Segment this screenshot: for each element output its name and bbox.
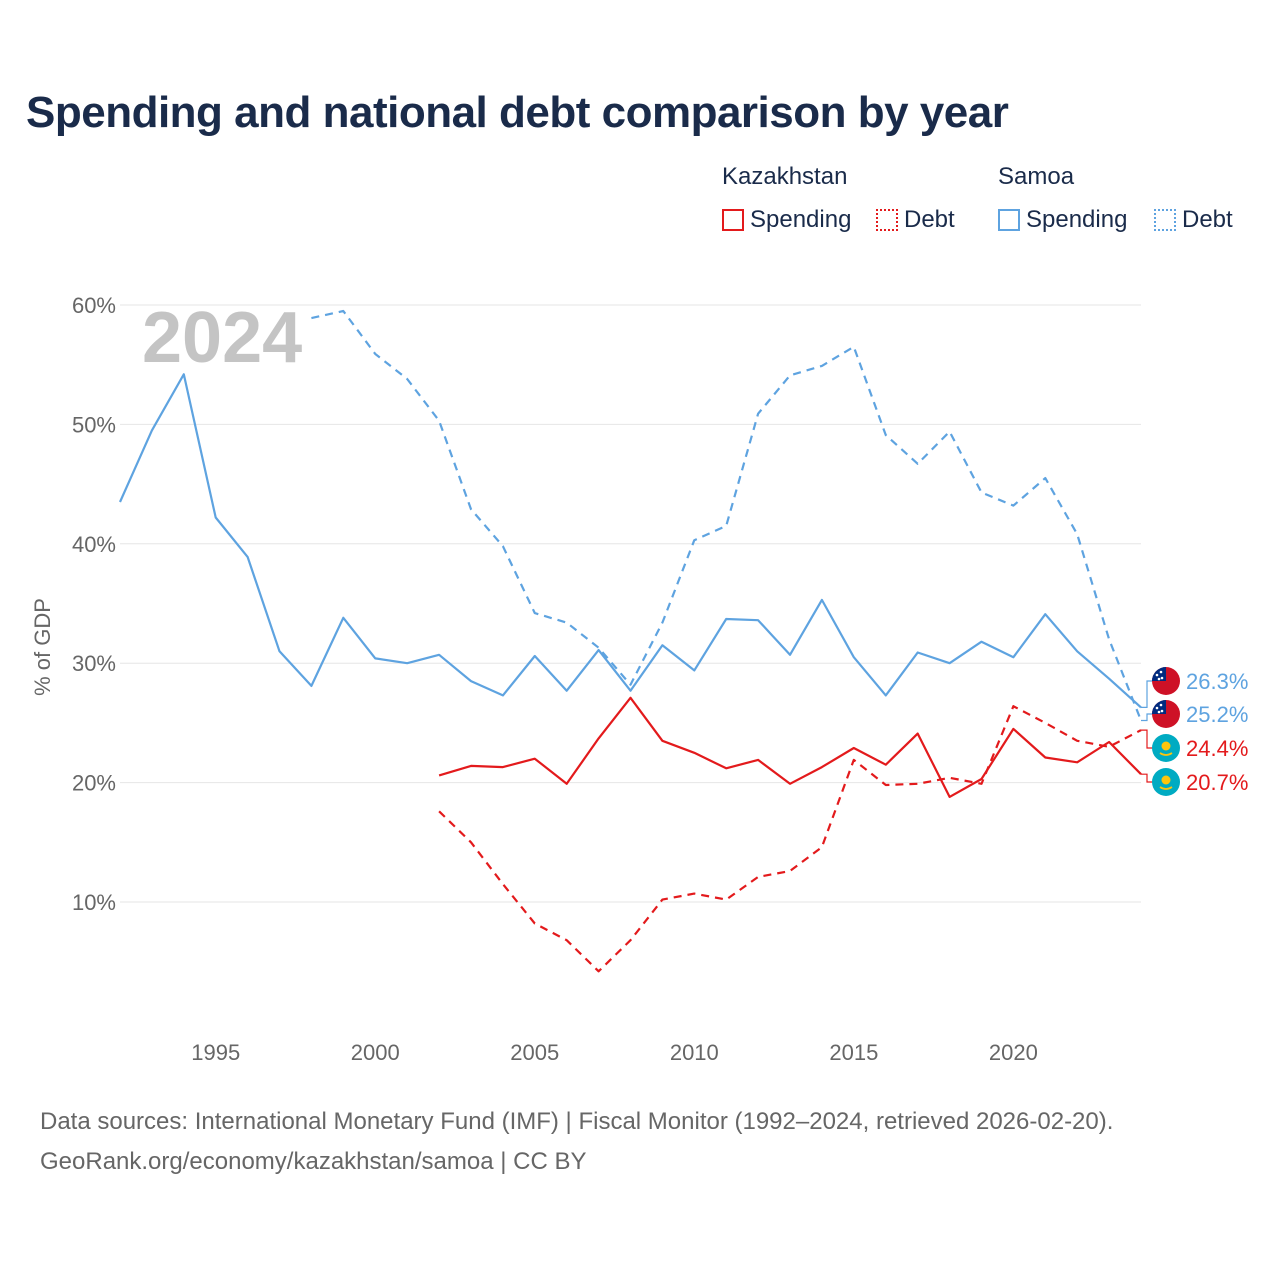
x-tick-label: 2005	[510, 1040, 559, 1065]
chart-title: Spending and national debt comparison by…	[26, 88, 1009, 137]
label-connector	[1141, 713, 1155, 722]
samoa-flag-icon	[1152, 700, 1180, 728]
legend-swatch-dotted	[1154, 209, 1176, 231]
label-connector	[1141, 729, 1155, 749]
samoa-flag-icon	[1152, 667, 1180, 695]
legend-swatch-solid	[722, 209, 744, 231]
series-line-samoa-spending[interactable]	[118, 373, 1142, 709]
end-value-label: 25.2%	[1186, 702, 1248, 727]
year-watermark: 2024	[142, 298, 302, 378]
legend-label: Debt	[904, 206, 955, 233]
end-labels: 26.3% 25.2% 24.4% 20.7%	[1141, 667, 1248, 796]
legend-group-kazakhstan: Kazakhstan	[722, 163, 848, 190]
x-tick-label: 2015	[829, 1040, 878, 1065]
legend-samoa-spending[interactable]: Spending	[998, 206, 1127, 234]
legend-label: Debt	[1182, 206, 1233, 233]
x-tick-label: 2000	[351, 1040, 400, 1065]
x-tick-label: 2020	[989, 1040, 1038, 1065]
label-connector	[1141, 773, 1155, 783]
kazakhstan-flag-icon	[1152, 768, 1180, 796]
label-connector	[1141, 680, 1155, 709]
x-tick-label: 2010	[670, 1040, 719, 1065]
end-value-label: 24.4%	[1186, 736, 1248, 761]
end-value-label: 26.3%	[1186, 669, 1248, 694]
y-tick-label: 30%	[72, 651, 116, 676]
series-line-samoa-debt[interactable]	[311, 309, 1143, 721]
legend-swatch-solid	[998, 209, 1020, 231]
legend-label: Spending	[1026, 206, 1128, 233]
series-line-kazakhstan-spending[interactable]	[438, 696, 1142, 798]
y-tick-label: 20%	[72, 771, 116, 796]
series-group	[118, 309, 1143, 973]
source-line-1: Data sources: International Monetary Fun…	[40, 1108, 1114, 1135]
y-tick-label: 60%	[72, 293, 116, 318]
y-tick-label: 10%	[72, 890, 116, 915]
legend-samoa-debt[interactable]: Debt	[1154, 206, 1233, 234]
series-line-kazakhstan-debt[interactable]	[438, 705, 1142, 973]
x-tick-label: 1995	[191, 1040, 240, 1065]
kazakhstan-flag-icon	[1152, 734, 1180, 762]
y-tick-label: 50%	[72, 412, 116, 437]
legend-label: Spending	[750, 206, 852, 233]
y-tick-label: 40%	[72, 532, 116, 557]
legend-group-samoa: Samoa	[998, 163, 1075, 190]
y-axis-label: % of GDP	[30, 598, 55, 696]
legend-kazakhstan-debt[interactable]: Debt	[876, 206, 955, 234]
end-value-label: 20.7%	[1186, 770, 1248, 795]
legend-kazakhstan-spending[interactable]: Spending	[722, 206, 851, 234]
source-line-2[interactable]: GeoRank.org/economy/kazakhstan/samoa | C…	[40, 1148, 587, 1175]
gridlines: 10% 20% 30% 40% 50% 60% 1995 2000 2005 2010 2015 20…	[72, 293, 1141, 1065]
legend-swatch-dotted	[876, 209, 898, 231]
